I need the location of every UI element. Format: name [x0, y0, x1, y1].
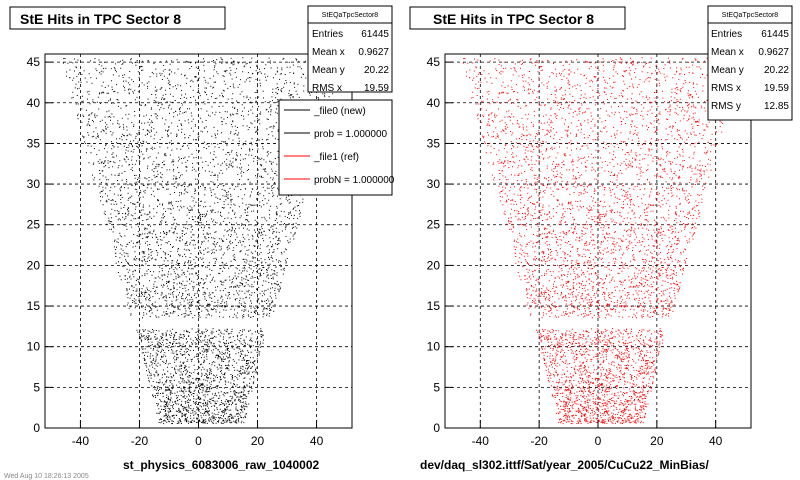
x-tick-label: -20: [131, 434, 149, 448]
y-tick-label: 40: [27, 96, 41, 110]
axes: -40 -20 0 20 40 0 5 10 15 20 25 30 35 40 45: [427, 55, 723, 448]
x-tick-label: 20: [251, 434, 265, 448]
x-tick-label: -20: [530, 434, 548, 448]
y-tick-label: 45: [427, 55, 441, 69]
legend-label-probn: probN = 1.000000: [314, 175, 395, 186]
y-tick-label: 5: [433, 380, 440, 394]
y-tick-label: 10: [27, 340, 41, 354]
axes: -40 -20 0 20 40 0 5 10 15 20 25 30 35 40 45: [27, 55, 324, 448]
title-box: [409, 6, 626, 30]
y-tick-label: 0: [433, 421, 440, 435]
y-tick-label: 40: [427, 96, 441, 110]
x-tick-label: 40: [310, 434, 324, 448]
y-tick-label: 30: [27, 177, 41, 191]
stats-label-entries: Entries: [312, 29, 343, 40]
y-tick-label: 45: [27, 55, 41, 69]
x-tick-label: 20: [650, 434, 664, 448]
stats-label-mean-y: Mean y: [312, 65, 345, 76]
title-box: [9, 6, 226, 30]
stats-value-mean-x: 0.9627: [758, 47, 789, 58]
stats-value-mean-x: 0.9627: [358, 47, 389, 58]
y-tick-label: 10: [427, 340, 441, 354]
y-tick-label: 20: [27, 258, 41, 272]
stats-value-rms-x: 19.59: [764, 83, 789, 94]
y-tick-label: 25: [27, 218, 41, 232]
grid: [445, 54, 751, 429]
scatter-hits: [62, 57, 339, 425]
footer-file-label: st_physics_6083006_raw_1040002: [123, 458, 319, 472]
y-tick-label: 25: [427, 218, 441, 232]
x-tick-label: 0: [595, 434, 602, 448]
x-tick-label: 40: [709, 434, 723, 448]
x-tick-label: 0: [195, 434, 202, 448]
y-tick-label: 30: [427, 177, 441, 191]
stats-value-entries: 61445: [361, 29, 389, 40]
x-tick-label: -40: [472, 434, 490, 448]
y-tick-label: 0: [33, 421, 40, 435]
stats-box-name: StEQaTpcSector8: [322, 12, 379, 19]
y-tick-label: 15: [427, 299, 441, 313]
legend-label-prob: prob = 1.000000: [314, 129, 388, 140]
scatter-hits: [462, 57, 738, 425]
y-tick-label: 5: [33, 380, 40, 394]
stats-box-name: StEQaTpcSector8: [722, 12, 779, 19]
stats-label-mean-x: Mean x: [711, 47, 744, 58]
stats-box: StEQaTpcSector8 Entries 61445 Mean x 0.9…: [707, 5, 793, 121]
stats-value-mean-y: 20.22: [364, 65, 389, 76]
chart-panel-left: -40 -20 0 20 40 0 5 10 15 20 25 30 35 40 45 StE Hits i…: [9, 5, 395, 448]
chart-panel-right: -40 -20 0 20 40 0 5 10 15 20 25 30 35 40 45 StE Hits i…: [409, 5, 793, 448]
stats-label-rms-x: RMS x: [312, 83, 342, 94]
legend-label-ref: _file1 (ref): [313, 152, 359, 163]
scatter-points: [62, 57, 339, 425]
y-tick-label: 20: [427, 258, 441, 272]
stats-label-entries: Entries: [711, 29, 742, 40]
stats-value-rms-x: 19.59: [364, 83, 389, 94]
footer-timestamp: Wed Aug 10 18:26:13 2005: [4, 473, 89, 480]
x-tick-label: -40: [72, 434, 90, 448]
stats-label-rms-y: RMS y: [711, 101, 741, 112]
stats-label-rms-x: RMS x: [711, 83, 741, 94]
stats-box: StEQaTpcSector8 Entries 61445 Mean x 0.9…: [307, 5, 393, 94]
legend-label-new: _file0 (new): [313, 106, 366, 117]
stats-value-rms-y: 12.85: [764, 101, 789, 112]
stats-label-mean-y: Mean y: [711, 65, 744, 76]
y-tick-label: 35: [427, 136, 441, 150]
stats-value-mean-y: 20.22: [764, 65, 789, 76]
y-tick-label: 35: [27, 136, 41, 150]
stats-value-entries: 61445: [761, 29, 789, 40]
stats-label-mean-x: Mean x: [312, 47, 345, 58]
legend: _file0 (new) prob = 1.000000 _file1 (ref…: [278, 99, 395, 196]
y-tick-label: 15: [27, 299, 41, 313]
chart-title: StE Hits in TPC Sector 8: [433, 11, 594, 27]
footer-path-label: dev/daq_sl302.ittf/Sat/year_2005/CuCu22_…: [420, 458, 709, 472]
scatter-points: [462, 57, 738, 425]
chart-title: StE Hits in TPC Sector 8: [20, 11, 181, 27]
